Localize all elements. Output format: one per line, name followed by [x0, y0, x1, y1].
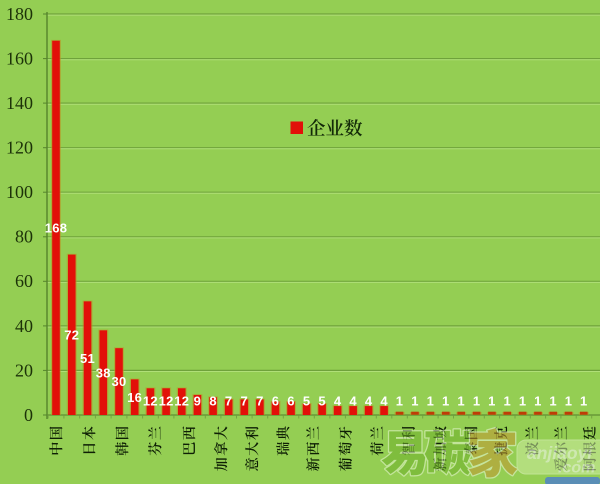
svg-text:1: 1: [549, 394, 557, 409]
svg-text:1: 1: [473, 394, 481, 409]
svg-text:1: 1: [534, 394, 542, 409]
svg-text:1: 1: [519, 394, 527, 409]
svg-text:7: 7: [225, 394, 233, 409]
svg-text:72: 72: [64, 327, 79, 342]
svg-text:51: 51: [80, 351, 95, 366]
svg-text:160: 160: [6, 49, 33, 69]
svg-text:4: 4: [380, 394, 388, 409]
svg-text:1: 1: [504, 394, 512, 409]
svg-text:140: 140: [6, 93, 33, 113]
svg-text:7: 7: [241, 394, 249, 409]
svg-text:12: 12: [159, 394, 174, 409]
svg-text:40: 40: [15, 316, 33, 336]
svg-text:16: 16: [127, 390, 142, 405]
svg-text:6: 6: [287, 394, 295, 409]
svg-text:180: 180: [6, 4, 33, 24]
svg-text:12: 12: [143, 394, 158, 409]
svg-text:1: 1: [442, 394, 450, 409]
svg-text:9: 9: [194, 394, 202, 409]
svg-text:5: 5: [318, 394, 326, 409]
svg-text:20: 20: [15, 360, 33, 380]
svg-text:1: 1: [396, 394, 404, 409]
svg-text:30: 30: [111, 374, 126, 389]
svg-text:120: 120: [6, 138, 33, 158]
svg-text:168: 168: [45, 221, 68, 236]
svg-text:.com: .com: [558, 460, 595, 477]
svg-text:5: 5: [303, 394, 311, 409]
svg-text:80: 80: [15, 227, 33, 247]
svg-text:0: 0: [24, 405, 33, 425]
svg-text:38: 38: [96, 365, 111, 380]
svg-text:4: 4: [334, 394, 342, 409]
svg-text:1: 1: [427, 394, 435, 409]
svg-text:1: 1: [411, 394, 419, 409]
svg-text:100: 100: [6, 182, 33, 202]
svg-text:4: 4: [349, 394, 357, 409]
svg-text:12: 12: [174, 394, 189, 409]
svg-text:1: 1: [488, 394, 496, 409]
svg-text:60: 60: [15, 271, 33, 291]
svg-text:1: 1: [580, 394, 588, 409]
svg-text:4: 4: [365, 394, 373, 409]
svg-text:7: 7: [256, 394, 264, 409]
svg-text:6: 6: [272, 394, 280, 409]
svg-text:8: 8: [209, 394, 217, 409]
svg-text:1: 1: [457, 394, 465, 409]
svg-text:anjiaoyi: anjiaoyi: [527, 443, 593, 463]
svg-text:1: 1: [565, 394, 573, 409]
